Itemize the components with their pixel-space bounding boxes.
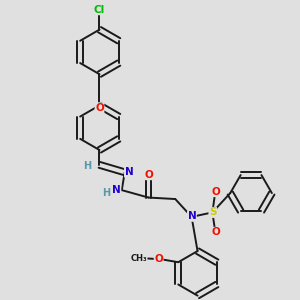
- Text: Cl: Cl: [94, 5, 105, 15]
- Text: O: O: [212, 227, 221, 237]
- Text: N: N: [188, 211, 196, 221]
- Text: H: H: [102, 188, 110, 198]
- Text: O: O: [95, 103, 104, 113]
- Text: N: N: [112, 184, 121, 194]
- Text: CH₃: CH₃: [130, 254, 147, 263]
- Text: O: O: [154, 254, 163, 264]
- Text: O: O: [144, 170, 153, 180]
- Text: N: N: [124, 167, 133, 177]
- Text: H: H: [83, 161, 92, 171]
- Text: S: S: [209, 207, 217, 218]
- Text: O: O: [212, 187, 221, 196]
